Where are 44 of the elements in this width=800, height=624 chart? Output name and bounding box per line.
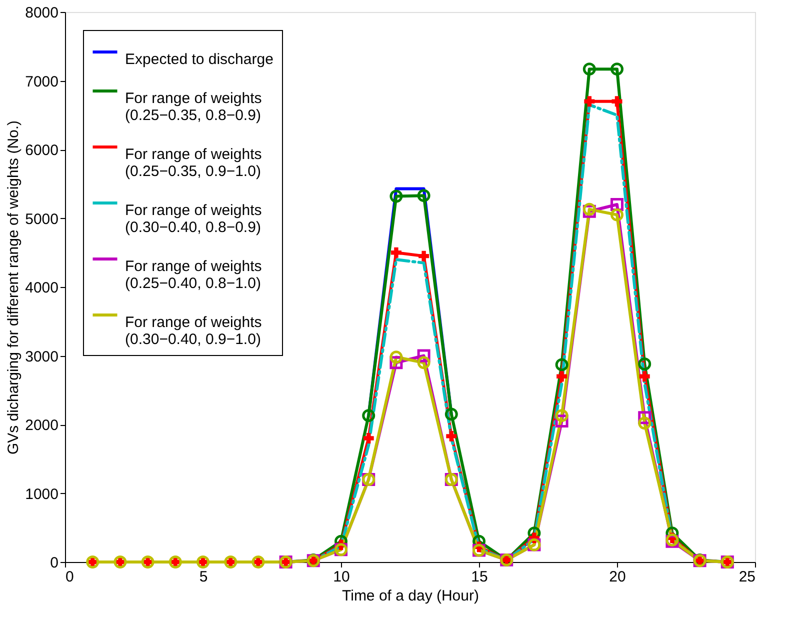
x-axis-title: Time of a day (Hour) [342, 588, 479, 604]
x-tick-label: 25 [738, 568, 756, 586]
point [363, 433, 374, 444]
point [584, 96, 595, 107]
point [638, 358, 652, 370]
point [444, 408, 458, 421]
legend-label: For range of weights (0.30−0.40, 0.8−0.9) [125, 202, 262, 236]
point [610, 208, 624, 222]
y-tick-label: 8000 [25, 4, 58, 22]
point [362, 409, 376, 422]
point [582, 62, 596, 76]
x-tick-label: 10 [333, 568, 350, 586]
point [417, 356, 430, 370]
point [610, 62, 624, 76]
x-tick-label: 15 [471, 568, 488, 586]
point [555, 409, 568, 422]
point [555, 358, 568, 372]
legend-label: For range of weights (0.25−0.40, 0.8−1.0) [125, 258, 262, 292]
point [390, 247, 402, 258]
point [638, 416, 652, 430]
y-tick-label: 1000 [25, 486, 58, 503]
y-tick-label: 4000 [25, 280, 58, 296]
legend-label: For range of weights (0.25−0.35, 0.8−0.9) [125, 90, 262, 124]
point [612, 96, 622, 107]
x-tick-label: 0 [66, 568, 74, 586]
legend-label: Expected to discharge [125, 51, 274, 68]
point [446, 430, 457, 442]
y-tick-label: 6000 [25, 142, 58, 159]
point [390, 350, 403, 364]
y-tick-label: 0 [50, 554, 58, 572]
legend-label: For range of weights (0.25−0.35, 0.9−1.0) [125, 146, 262, 180]
y-tick-label: 5000 [25, 210, 58, 228]
point [417, 189, 430, 202]
y-tick-label: 3000 [25, 348, 58, 366]
x-tick-label: 20 [609, 568, 626, 586]
point [556, 371, 568, 382]
y-tick-label: 2000 [25, 417, 58, 434]
point [639, 371, 650, 382]
y-axis-title: GVs dicharging for different range of weights (No.) [5, 120, 22, 455]
x-tick-label: 5 [199, 568, 208, 586]
y-tick-label: 7000 [25, 73, 58, 90]
point [418, 250, 430, 262]
point [390, 190, 403, 203]
legend-label: For range of weights (0.30−0.40, 0.9−1.0) [125, 314, 262, 348]
